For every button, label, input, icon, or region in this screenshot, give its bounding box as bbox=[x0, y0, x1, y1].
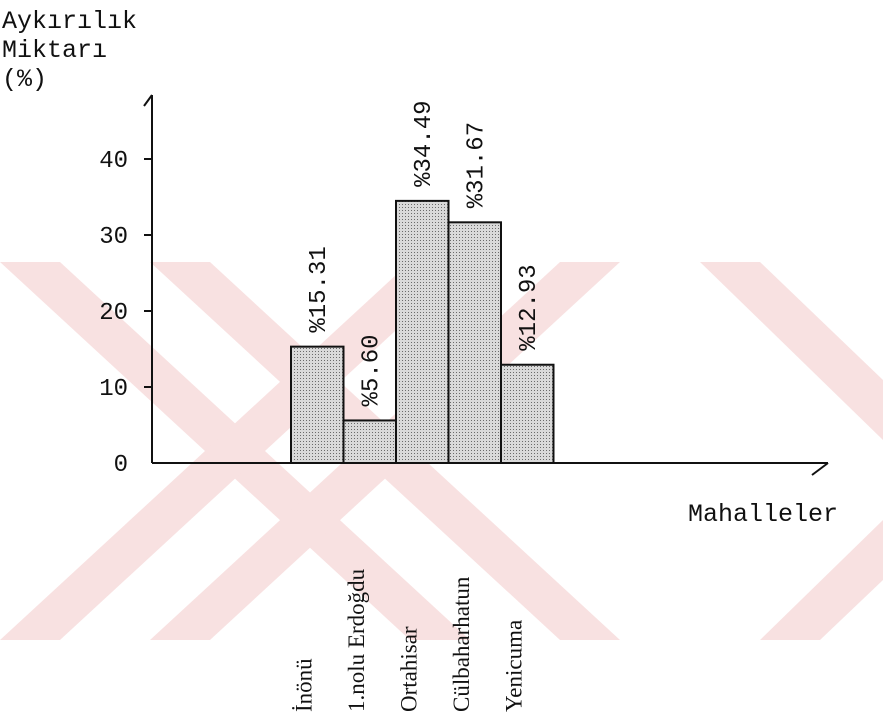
category-label: İnönü bbox=[291, 658, 316, 712]
y-axis-title-line-2: Miktarı bbox=[2, 36, 107, 65]
bar bbox=[447, 221, 502, 464]
bar bbox=[342, 419, 397, 465]
y-tick-label: 0 bbox=[114, 452, 128, 479]
category-label: Yenicuma bbox=[501, 620, 526, 712]
y-ticks: 0 10 20 30 40 bbox=[99, 148, 152, 479]
y-tick-label: 20 bbox=[99, 300, 128, 327]
y-tick-label: 40 bbox=[99, 148, 128, 175]
y-tick-label: 10 bbox=[99, 376, 128, 403]
bar-value-label: %31.67 bbox=[464, 122, 491, 208]
category-labels: İnönü 1.nolu Erdoğdu Ortahisar Cülbaharhatu… bbox=[291, 568, 526, 712]
y-axis-title-line-1: Aykırılık bbox=[2, 7, 137, 36]
bar bbox=[500, 363, 555, 464]
bars bbox=[290, 199, 555, 465]
category-label: Cülbaharhatun bbox=[449, 576, 474, 712]
value-labels: %15.31 %5.60 %34.49 %31.67 %12.93 bbox=[306, 100, 543, 406]
category-label: 1.nolu Erdoğdu bbox=[344, 568, 369, 712]
y-axis bbox=[143, 94, 153, 463]
x-axis-title: Mahalleler bbox=[688, 500, 838, 529]
bar-value-label: %15.31 bbox=[306, 246, 333, 332]
category-label: Ortahisar bbox=[396, 626, 421, 712]
y-tick-label: 30 bbox=[99, 224, 128, 251]
bar-value-label: %12.93 bbox=[516, 264, 543, 350]
y-axis-title-line-3: (%) bbox=[2, 65, 47, 94]
bar-value-label: %5.60 bbox=[359, 334, 386, 406]
bar bbox=[290, 345, 345, 465]
bar-value-label: %34.49 bbox=[411, 100, 438, 186]
bar bbox=[395, 199, 450, 464]
